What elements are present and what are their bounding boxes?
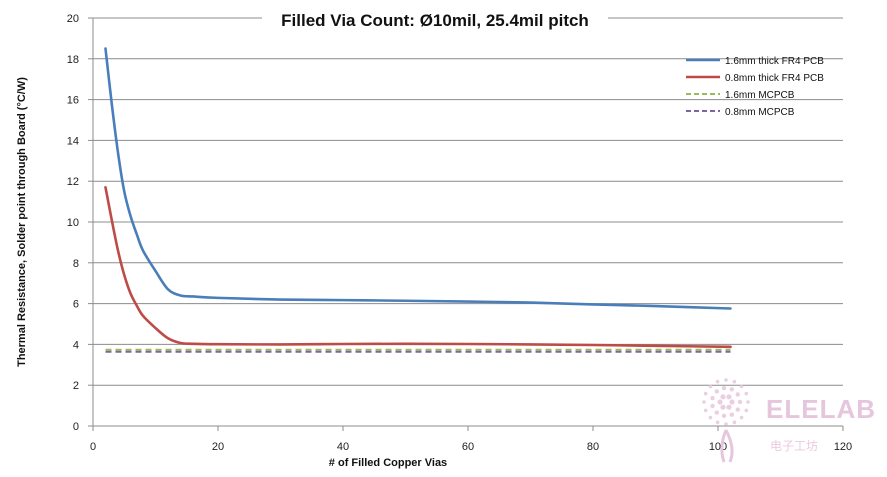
logo-dot xyxy=(714,389,720,394)
chart-title: Filled Via Count: Ø10mil, 25.4mil pitch xyxy=(281,11,589,30)
legend-label: 1.6mm thick FR4 PCB xyxy=(725,56,824,67)
x-tick-label: 80 xyxy=(587,441,599,453)
logo-dot xyxy=(746,400,750,404)
logo-dot xyxy=(714,410,720,415)
logo-dot xyxy=(735,407,740,412)
x-tick-label: 120 xyxy=(834,441,852,453)
logo-dot xyxy=(715,379,720,384)
watermark-text: ELELAB xyxy=(766,394,876,424)
logo-dot xyxy=(726,394,732,400)
legend-label: 0.8mm MCPCB xyxy=(725,107,795,118)
y-tick-label: 12 xyxy=(67,176,79,188)
logo-dot xyxy=(726,404,732,410)
legend-label: 1.6mm MCPCB xyxy=(725,90,795,101)
y-tick-label: 10 xyxy=(67,217,79,229)
logo-dot xyxy=(703,391,708,396)
logo-dot xyxy=(703,408,708,413)
x-tick-label: 100 xyxy=(709,441,727,453)
logo-dot xyxy=(744,391,749,396)
y-axis-title: Thermal Resistance, Solder point through… xyxy=(16,77,28,367)
logo-dot xyxy=(720,404,726,410)
y-tick-label: 2 xyxy=(73,380,79,392)
y-tick-label: 20 xyxy=(67,13,79,25)
logo-dot xyxy=(732,420,737,425)
y-tick-label: 4 xyxy=(73,339,79,351)
x-tick-label: 60 xyxy=(462,441,474,453)
logo-dot xyxy=(708,415,713,420)
y-tick-label: 18 xyxy=(67,54,79,66)
logo-dot xyxy=(715,420,720,425)
y-tick-label: 0 xyxy=(73,421,79,433)
y-tick-label: 8 xyxy=(73,258,79,270)
y-tick-label: 6 xyxy=(73,299,79,311)
title-layer: Filled Via Count: Ø10mil, 25.4mil pitch xyxy=(262,6,608,32)
logo-dot xyxy=(708,384,713,389)
logo-dot xyxy=(732,379,737,384)
series-line-1 xyxy=(104,47,732,310)
logo-dot xyxy=(724,422,728,426)
logo-dot xyxy=(721,385,727,391)
logo-dot xyxy=(724,378,728,382)
logo-dot xyxy=(710,403,715,409)
legend: 1.6mm thick FR4 PCB 0.8mm thick FR4 PCB 1.… xyxy=(686,56,824,118)
logo-dot xyxy=(737,399,743,405)
series-layer xyxy=(104,47,732,353)
y-tick-label: 16 xyxy=(67,95,79,107)
elelab-logo-icon xyxy=(702,378,750,463)
title-background xyxy=(262,6,608,32)
x-tick-label: 20 xyxy=(212,441,224,453)
logo-dot xyxy=(739,415,744,420)
x-tick-label: 0 xyxy=(90,441,96,453)
logo-dot xyxy=(729,387,735,392)
logo-dot xyxy=(729,399,735,405)
logo-dot xyxy=(717,399,723,405)
logo-dot xyxy=(735,392,740,397)
x-tick-label: 40 xyxy=(337,441,349,453)
legend-label: 0.8mm thick FR4 PCB xyxy=(725,73,824,84)
y-tick-label: 14 xyxy=(67,135,79,147)
logo-dot xyxy=(739,384,744,389)
logo-dot xyxy=(729,412,735,417)
watermark-subtext: 电子工坊 xyxy=(770,438,818,453)
logo-dot xyxy=(720,394,726,400)
logo-dot xyxy=(702,400,706,404)
logo-dot xyxy=(721,413,727,419)
axis-layer: 0 2 4 6 8 10 12 14 16 18 20 0 20 40 60 80 100 120 xyxy=(67,13,852,453)
logo-dot xyxy=(710,395,715,401)
logo-stem xyxy=(720,429,734,463)
watermark: ELELAB 电子工坊 xyxy=(702,378,876,463)
x-axis-title: # of Filled Copper Vias xyxy=(329,457,447,469)
series-line-2 xyxy=(104,186,732,349)
logo-dot xyxy=(744,408,749,413)
